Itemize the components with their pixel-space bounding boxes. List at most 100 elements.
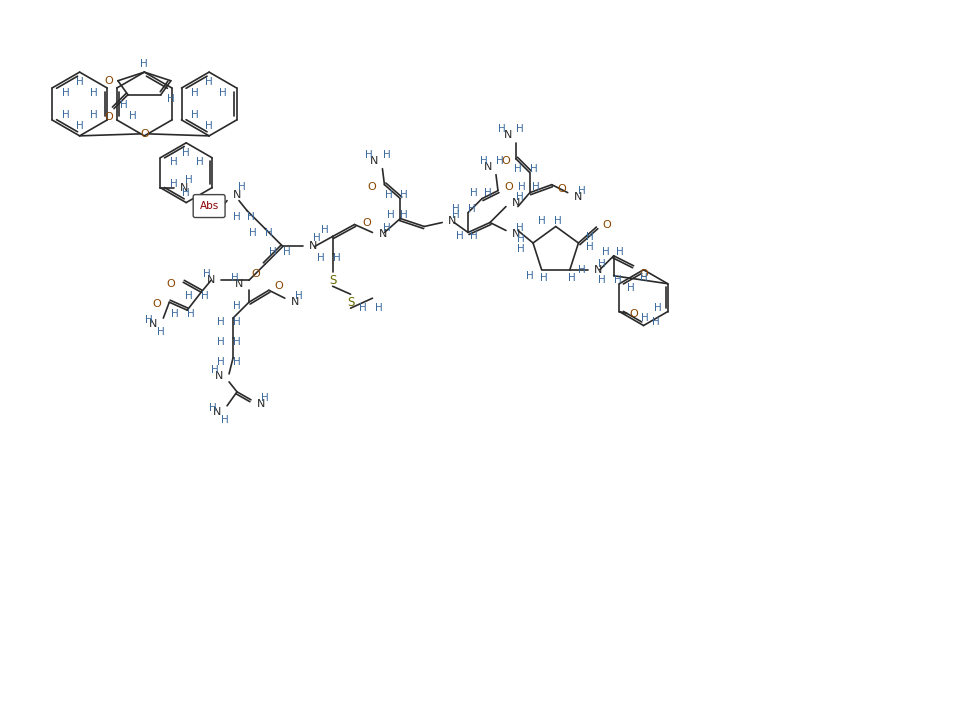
Text: H: H	[602, 247, 610, 257]
Text: H: H	[283, 247, 291, 257]
Text: N: N	[512, 229, 521, 240]
Text: H: H	[238, 182, 246, 191]
Text: N: N	[512, 198, 521, 207]
Text: H: H	[452, 203, 460, 214]
Text: H: H	[217, 317, 225, 327]
Text: H: H	[452, 210, 460, 219]
Text: H: H	[468, 203, 476, 214]
Text: H: H	[568, 273, 576, 283]
Text: N: N	[206, 275, 215, 285]
Text: O: O	[153, 299, 162, 309]
Text: H: H	[597, 259, 605, 268]
Text: H: H	[628, 283, 635, 293]
FancyBboxPatch shape	[194, 195, 225, 217]
Text: H: H	[192, 110, 199, 120]
Text: N: N	[504, 130, 512, 140]
Text: O: O	[501, 156, 510, 165]
Text: H: H	[188, 309, 195, 319]
Text: H: H	[530, 164, 538, 174]
Text: H: H	[128, 111, 136, 121]
Text: O: O	[363, 217, 372, 228]
Text: H: H	[598, 275, 606, 285]
Text: H: H	[219, 88, 227, 98]
Text: H: H	[470, 188, 478, 198]
Text: Abs: Abs	[199, 200, 219, 210]
Text: H: H	[170, 157, 178, 167]
Text: H: H	[197, 157, 204, 167]
Text: H: H	[382, 224, 390, 233]
Text: H: H	[234, 212, 241, 222]
Text: O: O	[105, 111, 114, 121]
Text: H: H	[205, 77, 213, 87]
Text: S: S	[329, 274, 337, 287]
Text: S: S	[346, 296, 354, 308]
Text: H: H	[247, 212, 255, 222]
Text: H: H	[270, 247, 277, 257]
Text: N: N	[449, 215, 456, 226]
Text: H: H	[384, 189, 392, 200]
Text: H: H	[382, 150, 390, 160]
Text: H: H	[234, 357, 241, 367]
Text: O: O	[558, 184, 566, 193]
Text: H: H	[359, 303, 367, 313]
Text: H: H	[485, 188, 492, 198]
Text: H: H	[498, 124, 506, 134]
Text: H: H	[146, 315, 153, 325]
Text: O: O	[274, 281, 283, 291]
Text: N: N	[257, 399, 266, 409]
Text: H: H	[401, 210, 409, 219]
Text: N: N	[484, 162, 492, 172]
Text: H: H	[186, 291, 194, 301]
Text: H: H	[313, 233, 320, 243]
Text: H: H	[554, 215, 561, 226]
Text: H: H	[614, 275, 622, 285]
Text: O: O	[504, 182, 513, 191]
Text: H: H	[496, 156, 504, 165]
Text: H: H	[265, 229, 272, 238]
Text: H: H	[185, 175, 193, 184]
Text: H: H	[217, 357, 225, 367]
Text: H: H	[182, 148, 190, 158]
Text: H: H	[616, 247, 624, 257]
Text: H: H	[641, 313, 649, 322]
Text: H: H	[514, 164, 522, 174]
Text: H: H	[158, 327, 165, 337]
Text: H: H	[321, 226, 329, 236]
Text: N: N	[213, 407, 221, 417]
Text: O: O	[251, 269, 260, 279]
Text: O: O	[166, 279, 175, 290]
Text: H: H	[516, 224, 523, 233]
Text: H: H	[232, 273, 239, 283]
Text: H: H	[120, 100, 127, 109]
Text: H: H	[578, 265, 586, 275]
Text: O: O	[602, 220, 611, 230]
Text: H: H	[90, 88, 97, 98]
Text: H: H	[171, 309, 179, 319]
Text: H: H	[587, 242, 595, 252]
Text: H: H	[205, 121, 213, 131]
Text: H: H	[538, 215, 546, 226]
Text: H: H	[295, 291, 303, 301]
Text: H: H	[203, 269, 211, 279]
Text: H: H	[234, 337, 241, 347]
Text: O: O	[639, 268, 648, 279]
Text: H: H	[518, 244, 525, 254]
Text: H: H	[221, 415, 229, 425]
Text: H: H	[386, 210, 394, 219]
Text: N: N	[149, 319, 158, 329]
Text: O: O	[368, 182, 377, 191]
Text: H: H	[516, 191, 523, 202]
Text: H: H	[532, 182, 540, 191]
Text: H: H	[480, 156, 487, 165]
Text: H: H	[90, 110, 97, 120]
Text: N: N	[234, 279, 243, 290]
Text: H: H	[333, 253, 341, 264]
Text: N: N	[233, 189, 241, 200]
Text: O: O	[104, 76, 113, 86]
Text: H: H	[76, 77, 84, 87]
Text: N: N	[574, 191, 582, 202]
Text: H: H	[170, 179, 178, 189]
Text: N: N	[291, 297, 299, 307]
Text: H: H	[209, 403, 217, 413]
Text: N: N	[594, 265, 602, 275]
